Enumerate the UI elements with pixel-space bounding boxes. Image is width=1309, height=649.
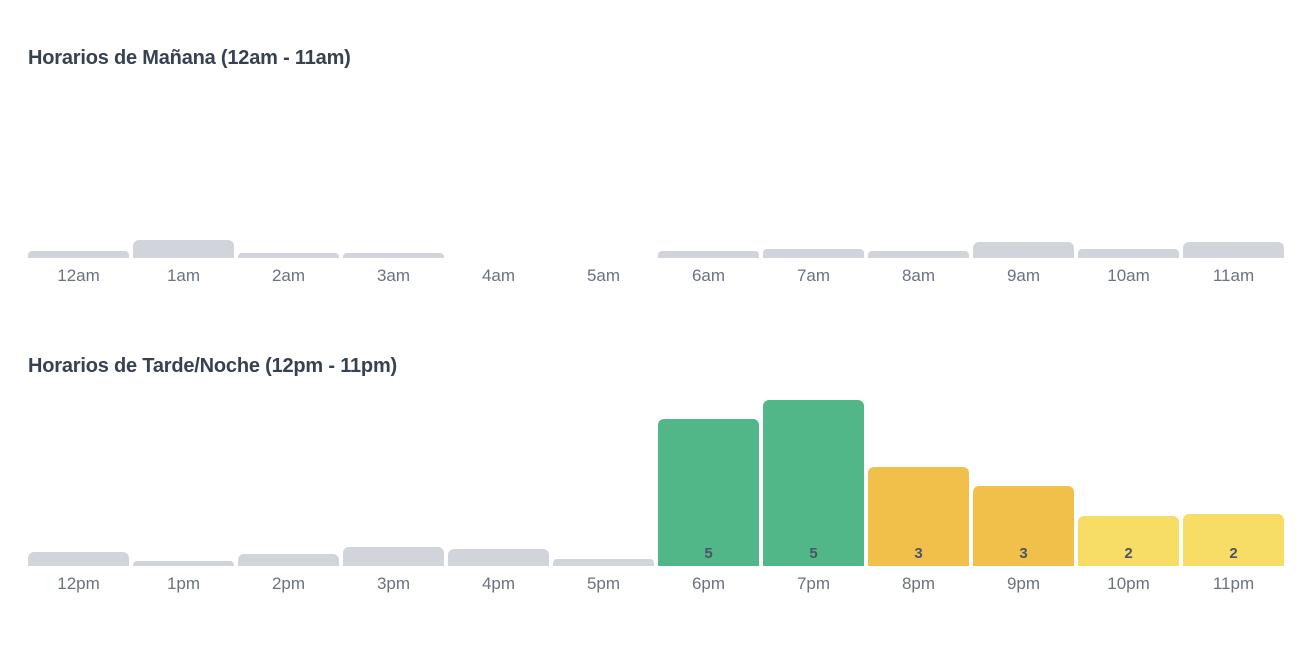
bar-10pm[interactable]: 2 — [1078, 516, 1179, 566]
bar-6pm[interactable]: 5 — [658, 419, 759, 566]
x-axis-label: 10am — [1107, 266, 1150, 285]
x-axis-label: 1pm — [166, 574, 201, 593]
bar-3pm[interactable] — [343, 547, 444, 566]
x-axis-label: 5pm — [586, 574, 621, 593]
morning-chart-title: Horarios de Mañana (12am - 11am) — [28, 47, 351, 69]
x-axis-label: 8am — [901, 266, 936, 285]
bar-value-label: 3 — [914, 545, 923, 562]
bar-7am[interactable] — [763, 249, 864, 258]
bar-8pm[interactable]: 3 — [868, 467, 969, 566]
x-axis-label: 6am — [691, 266, 726, 285]
x-axis-label: 5am — [586, 266, 621, 285]
x-axis-label: 7pm — [796, 574, 831, 593]
bar-11am[interactable] — [1183, 242, 1284, 258]
bar-8am[interactable] — [868, 251, 969, 258]
bar-1am[interactable] — [133, 240, 234, 258]
evening-bar-chart: 5 5 3 3 2 2 — [28, 386, 1285, 566]
bar-7pm[interactable]: 5 — [763, 400, 864, 566]
bar-9am[interactable] — [973, 242, 1074, 258]
x-axis-label: 3pm — [376, 574, 411, 593]
bar-value-label: 3 — [1019, 545, 1028, 562]
bar-3am[interactable] — [343, 253, 444, 258]
x-axis-label: 1am — [166, 266, 201, 285]
x-axis-label: 8pm — [901, 574, 936, 593]
x-axis-label: 7am — [796, 266, 831, 285]
x-axis-label: 3am — [376, 266, 411, 285]
bar-11pm[interactable]: 2 — [1183, 514, 1284, 566]
bar-12pm[interactable] — [28, 552, 129, 566]
x-axis-label: 11pm — [1212, 574, 1255, 593]
x-axis-label: 9pm — [1006, 574, 1041, 593]
bar-12am[interactable] — [28, 251, 129, 258]
x-axis-label: 6pm — [691, 574, 726, 593]
x-axis-label: 4pm — [481, 574, 516, 593]
x-axis-label: 4am — [481, 266, 516, 285]
bar-9pm[interactable]: 3 — [973, 486, 1074, 566]
x-axis-label: 2am — [271, 266, 306, 285]
bar-2pm[interactable] — [238, 554, 339, 566]
evening-x-axis-labels: 12pm 1pm 2pm 3pm 4pm 5pm 6pm 7pm 8pm 9pm 10pm 11pm — [28, 574, 1285, 596]
bar-10am[interactable] — [1078, 249, 1179, 258]
bar-value-label: 2 — [1124, 545, 1133, 562]
x-axis-label: 10pm — [1107, 574, 1150, 593]
bar-4pm[interactable] — [448, 549, 549, 566]
bar-value-label: 5 — [809, 545, 818, 562]
x-axis-label: 12am — [57, 266, 100, 285]
morning-x-axis-labels: 12am 1am 2am 3am 4am 5am 6am 7am 8am 9am 10am 11am — [28, 266, 1285, 288]
morning-bar-chart — [28, 188, 1285, 258]
x-axis-label: 9am — [1006, 266, 1041, 285]
x-axis-label: 2pm — [271, 574, 306, 593]
bar-5pm[interactable] — [553, 559, 654, 566]
x-axis-label: 12pm — [57, 574, 100, 593]
bar-6am[interactable] — [658, 251, 759, 258]
bar-2am[interactable] — [238, 253, 339, 258]
bar-value-label: 2 — [1229, 545, 1238, 562]
evening-chart-title: Horarios de Tarde/Noche (12pm - 11pm) — [28, 355, 397, 377]
bar-1pm[interactable] — [133, 561, 234, 566]
x-axis-label: 11am — [1212, 266, 1255, 285]
bar-value-label: 5 — [704, 545, 713, 562]
